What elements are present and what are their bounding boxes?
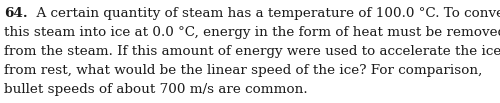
Text: from rest, what would be the linear speed of the ice? For comparison,: from rest, what would be the linear spee… [4, 64, 482, 77]
Text: 64.: 64. [4, 7, 28, 20]
Text: this steam into ice at 0.0 °C, energy in the form of heat must be removed: this steam into ice at 0.0 °C, energy in… [4, 26, 500, 39]
Text: A certain quantity of steam has a temperature of 100.0 °C. To convert: A certain quantity of steam has a temper… [28, 7, 500, 20]
Text: from the steam. If this amount of energy were used to accelerate the ice: from the steam. If this amount of energy… [4, 45, 500, 58]
Text: bullet speeds of about 700 m/s are common.: bullet speeds of about 700 m/s are commo… [4, 83, 308, 96]
